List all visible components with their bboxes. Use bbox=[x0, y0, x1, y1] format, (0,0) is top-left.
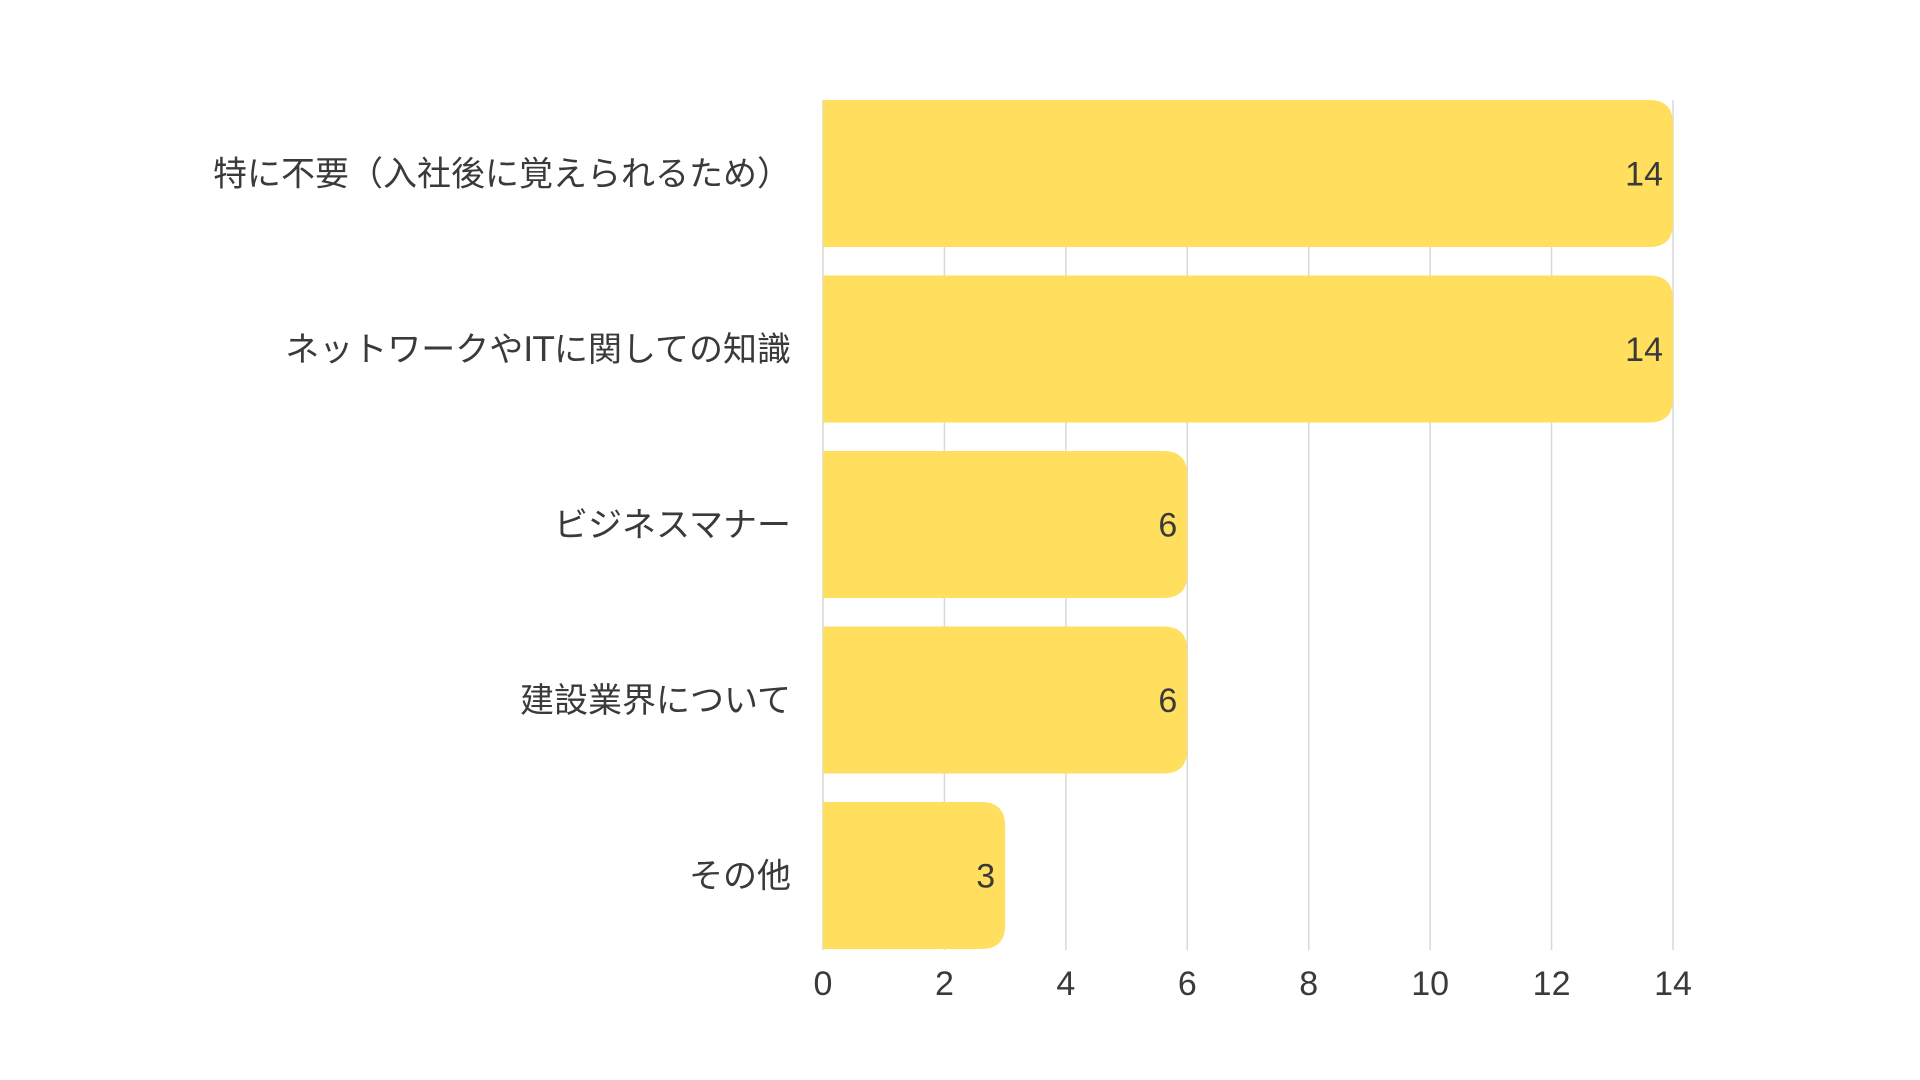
category-label-4: その他 bbox=[689, 857, 791, 897]
bar-3 bbox=[823, 626, 1188, 774]
value-label-2: 6 bbox=[1158, 507, 1177, 545]
bar-2 bbox=[823, 451, 1188, 598]
x-tick-label-8: 8 bbox=[1299, 965, 1318, 1003]
value-label-1: 14 bbox=[1625, 331, 1663, 369]
x-tick-label-10: 10 bbox=[1411, 965, 1449, 1003]
x-tick-label-4: 4 bbox=[1056, 965, 1075, 1003]
x-axis-ticks: 0 2 4 6 8 10 12 14 bbox=[814, 965, 1692, 1003]
bar-4 bbox=[823, 802, 1006, 949]
value-label-0: 14 bbox=[1625, 156, 1663, 194]
category-label-1: ネットワークやITに関しての知識 bbox=[285, 330, 791, 370]
x-tick-label-12: 12 bbox=[1533, 965, 1571, 1003]
category-label-2: ビジネスマナー bbox=[554, 506, 791, 546]
category-label-3: 建設業界について bbox=[520, 681, 791, 721]
value-label-3: 6 bbox=[1158, 682, 1177, 720]
x-tick-label-0: 0 bbox=[814, 965, 833, 1003]
value-label-4: 3 bbox=[976, 858, 995, 896]
bars bbox=[823, 100, 1673, 949]
x-tick-label-6: 6 bbox=[1178, 965, 1197, 1003]
category-label-0: 特に不要（入社後に覚えられるため） bbox=[213, 155, 791, 195]
value-labels: 14 14 6 6 3 bbox=[976, 156, 1663, 896]
bar-0 bbox=[823, 100, 1673, 247]
bar-1 bbox=[823, 275, 1673, 423]
x-tick-label-2: 2 bbox=[935, 965, 954, 1003]
category-labels: 特に不要（入社後に覚えられるため） ネットワークやITに関しての知識ビジネスマナー… bbox=[213, 155, 791, 897]
x-tick-label-14: 14 bbox=[1654, 965, 1692, 1003]
